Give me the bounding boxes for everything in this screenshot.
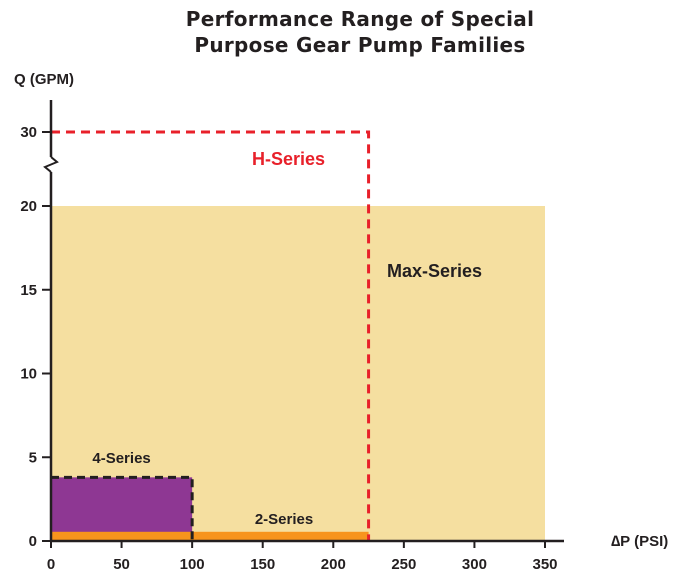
x-tick-label-100: 100 bbox=[180, 556, 205, 573]
x-tick-label-300: 300 bbox=[462, 556, 487, 573]
x-tick-label-150: 150 bbox=[250, 556, 275, 573]
two-series-area bbox=[51, 531, 369, 541]
x-tick-label-350: 350 bbox=[532, 556, 557, 573]
y-tick-label-15: 15 bbox=[20, 282, 37, 299]
y-tick-label-5: 5 bbox=[29, 449, 37, 466]
h-series-label: H-Series bbox=[252, 149, 325, 169]
four-series-boundary bbox=[51, 475, 194, 541]
y-tick-label-20: 20 bbox=[20, 198, 37, 215]
h-series-boundary bbox=[51, 130, 371, 541]
two-series-label: 2-Series bbox=[255, 511, 313, 528]
chart-title-line-2: Purpose Gear Pump Families bbox=[194, 33, 526, 57]
x-axis-label: ∆P (PSI) bbox=[611, 533, 668, 550]
x-tick-label-250: 250 bbox=[391, 556, 416, 573]
y-tick-label-10: 10 bbox=[20, 366, 37, 383]
chart-title: Performance Range of Special Purpose Gea… bbox=[140, 6, 580, 58]
four-series-label: 4-Series bbox=[92, 450, 150, 467]
max-series-label: Max-Series bbox=[387, 261, 482, 281]
chart-title-line-1: Performance Range of Special bbox=[185, 7, 535, 31]
y-axis-label: Q (GPM) bbox=[14, 71, 74, 88]
x-tick-label-0: 0 bbox=[47, 556, 55, 573]
y-axis-break-marker bbox=[43, 156, 59, 173]
x-tick-label-200: 200 bbox=[321, 556, 346, 573]
y-tick-label-30: 30 bbox=[20, 124, 37, 141]
x-tick-label-50: 50 bbox=[113, 556, 130, 573]
y-tick-label-0: 0 bbox=[29, 533, 37, 550]
four-series-area bbox=[51, 477, 193, 541]
